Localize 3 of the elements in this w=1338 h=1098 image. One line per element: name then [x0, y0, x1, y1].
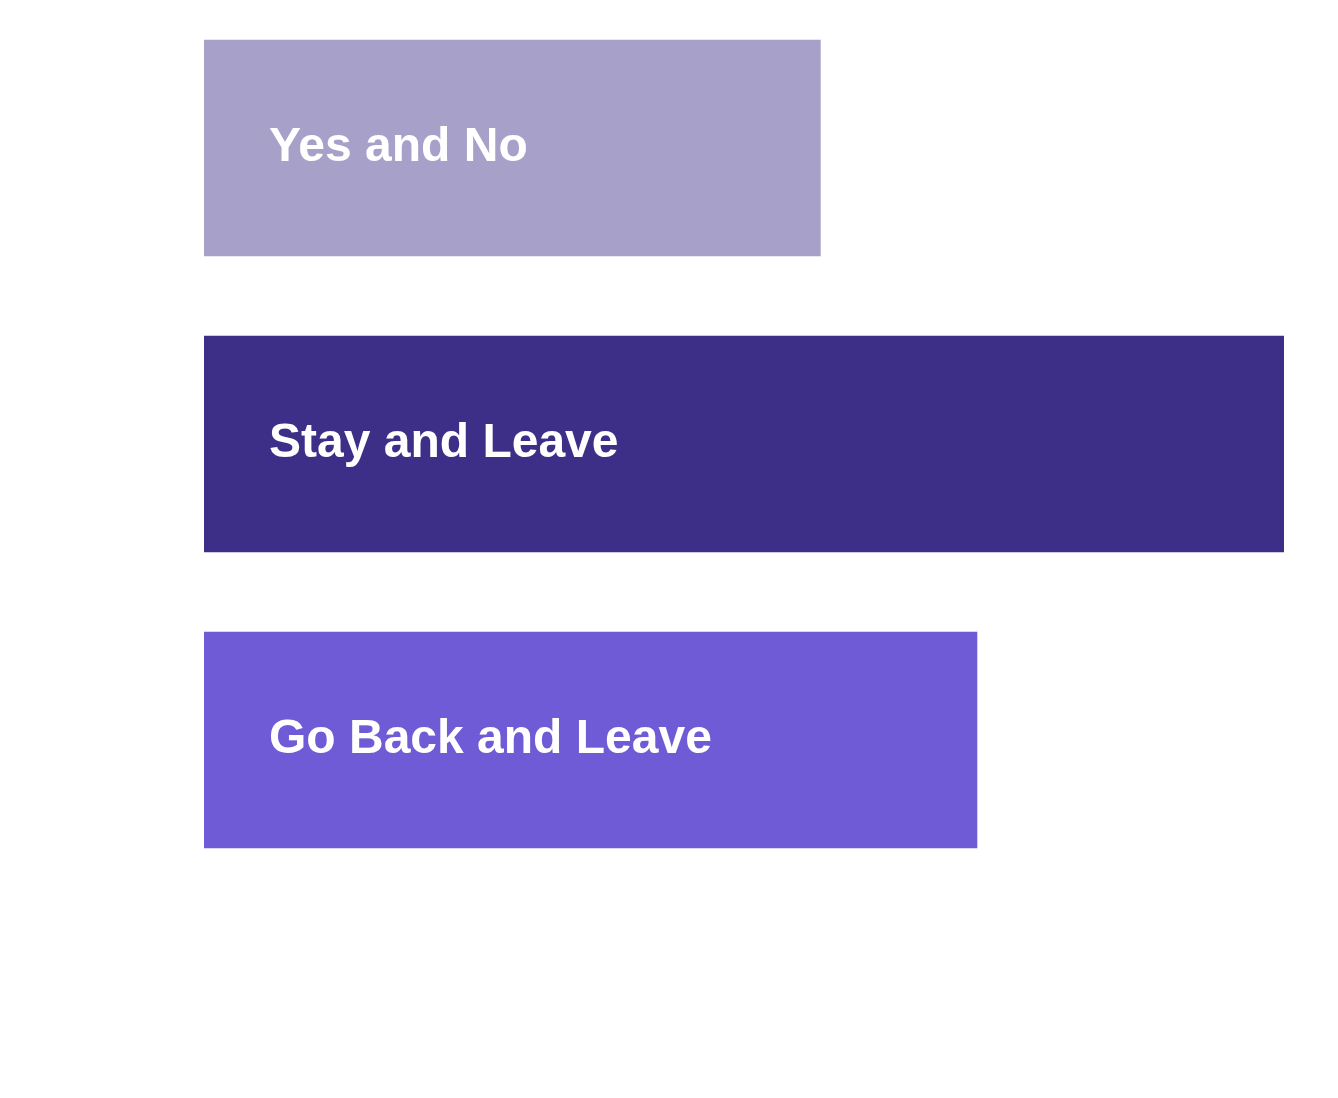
y-tick-label: Yes and No: [269, 118, 528, 172]
y-tick-label: Stay and Leave: [269, 414, 619, 468]
y-tick-label: Go Back and Leave: [269, 710, 712, 764]
